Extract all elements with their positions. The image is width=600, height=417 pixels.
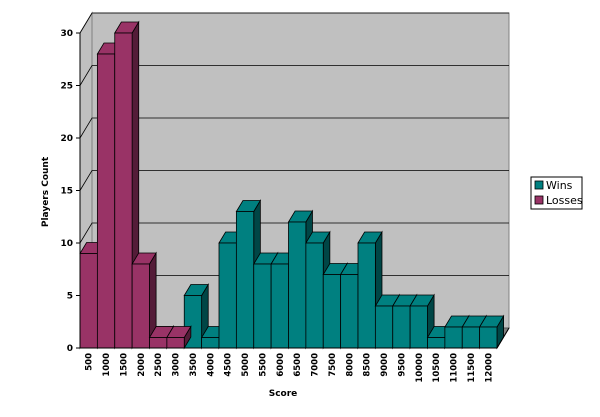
y-tick-label: 30 xyxy=(60,29,73,39)
bar-losses-3000 xyxy=(166,325,192,350)
x-tick-label: 5500 xyxy=(258,353,268,377)
x-tick-label: 4000 xyxy=(206,353,216,377)
x-tick-label: 3000 xyxy=(172,353,182,377)
y-axis-title: Players Count xyxy=(41,156,51,227)
gridline xyxy=(79,170,509,191)
x-tick-label: 1500 xyxy=(119,353,129,377)
x-tick-label: 4500 xyxy=(224,353,234,377)
x-tick-label: 9000 xyxy=(380,353,390,377)
x-tick-label: 5000 xyxy=(241,353,251,377)
x-tick-labels: 500 1000 1500 2000 2500 3000 3500 4000 4500 5000 5… xyxy=(85,353,495,383)
legend: Wins Losses xyxy=(530,176,583,210)
x-tick-label: 3500 xyxy=(189,353,199,377)
y-tick-labels: 0 5 10 15 20 25 30 xyxy=(60,29,80,354)
x-axis-title: Score xyxy=(269,389,298,399)
x-tick-label: 10000 xyxy=(415,353,425,383)
gridline xyxy=(79,117,509,139)
y-tick-label: 25 xyxy=(60,82,73,92)
gridline xyxy=(79,65,509,86)
legend-label-wins: Wins xyxy=(546,179,573,192)
gridline xyxy=(79,12,509,34)
floor-edge xyxy=(496,327,510,349)
x-tick-label: 11000 xyxy=(450,353,460,383)
bar-losses-2000 xyxy=(131,251,157,350)
y-tick-label: 5 xyxy=(67,292,73,302)
x-tick-label: 12000 xyxy=(484,353,494,383)
x-tick-label: 7500 xyxy=(328,353,338,377)
legend-swatch-losses xyxy=(534,195,544,205)
x-tick-label: 9500 xyxy=(397,353,407,377)
y-tick-label: 20 xyxy=(60,134,73,144)
y-tick-label: 0 xyxy=(67,344,73,354)
legend-label-losses: Losses xyxy=(546,194,583,207)
x-tick-label: 2000 xyxy=(137,353,147,377)
x-tick-label: 1000 xyxy=(102,353,112,377)
x-tick-label: 8500 xyxy=(363,353,373,377)
x-tick-label: 6500 xyxy=(293,353,303,377)
y-tick-label: 10 xyxy=(60,239,73,249)
x-tick-label: 7000 xyxy=(311,353,321,377)
x-tick-label: 6000 xyxy=(276,353,286,377)
x-tick-label: 8000 xyxy=(345,353,355,377)
y-tick-label: 15 xyxy=(60,187,73,197)
bar-wins-12000 xyxy=(478,314,505,350)
x-tick-label: 10500 xyxy=(432,353,442,383)
x-tick-label: 500 xyxy=(85,353,95,371)
x-tick-label: 11500 xyxy=(467,353,477,383)
bars xyxy=(79,20,505,350)
gridline xyxy=(79,222,509,244)
legend-swatch-wins xyxy=(534,180,544,190)
x-tick-label: 2500 xyxy=(154,353,164,377)
